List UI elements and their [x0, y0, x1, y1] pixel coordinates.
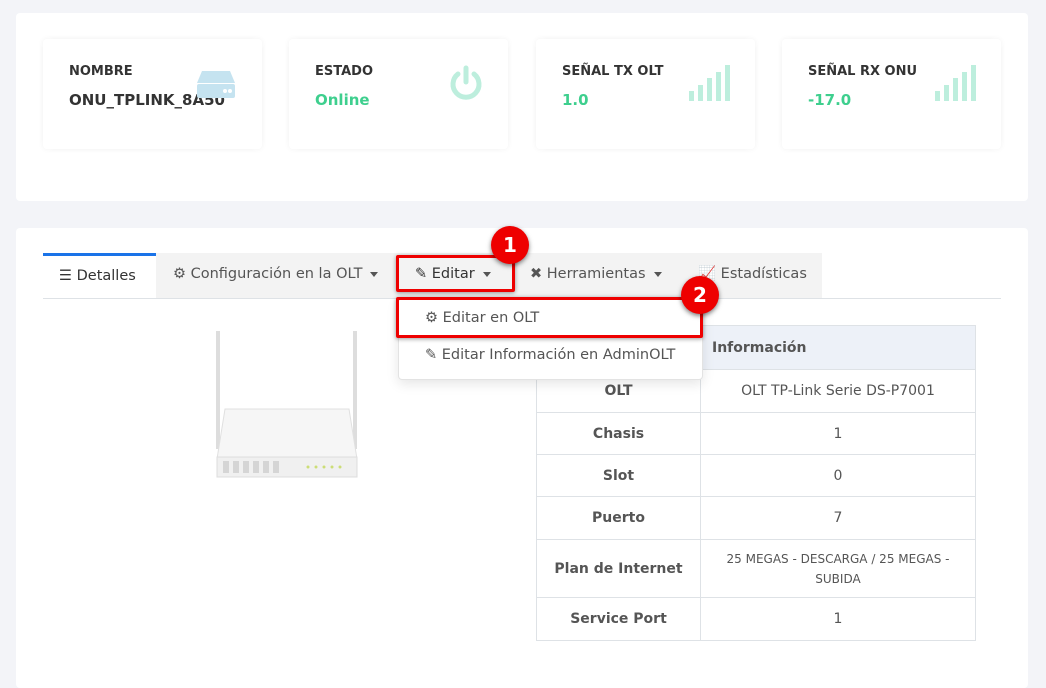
row-value: 7 [700, 496, 976, 540]
menu-item-editar-adminolt[interactable]: ✎ Editar Información en AdminOLT [425, 347, 675, 363]
menu-item-label: Editar en OLT [442, 310, 540, 326]
caret-down-icon [482, 271, 491, 277]
tab-herramientas[interactable]: ✖ Herramientas [530, 253, 662, 298]
table-row: Plan de Internet 25 MEGAS - DESCARGA / 25… [536, 539, 976, 598]
row-key: Chasis [536, 412, 701, 455]
card-tx: SEÑAL TX OLT 1.0 [536, 39, 755, 149]
card-label: NOMBRE [69, 64, 133, 79]
row-value: OLT TP-Link Serie DS-P7001 [700, 369, 976, 413]
row-value: 1 [700, 597, 976, 641]
table-row: Puerto 7 [536, 496, 976, 540]
caret-down-icon [370, 271, 379, 277]
tab-label: Herramientas [546, 266, 646, 282]
tab-label: Estadísticas [720, 266, 807, 282]
signal-icon [935, 65, 976, 101]
highlight-editar [396, 255, 515, 292]
row-key: Plan de Internet [536, 539, 701, 598]
edit-icon: ✎ [415, 266, 428, 282]
card-estado: ESTADO Online [289, 39, 508, 149]
row-key: Slot [536, 454, 701, 497]
table-header: Información [700, 325, 976, 370]
row-key: Puerto [536, 496, 701, 540]
card-value: -17.0 [808, 91, 852, 109]
tab-label: Editar [431, 266, 475, 282]
tools-icon: ✖ [530, 266, 543, 282]
card-label: SEÑAL RX ONU [808, 64, 918, 79]
card-value: ONU_TPLINK_8A50 [69, 91, 225, 109]
highlight-editar-olt [396, 297, 703, 338]
table-row: Service Port 1 [536, 597, 976, 641]
row-value: 0 [700, 454, 976, 497]
edit-icon: ✎ [425, 347, 438, 363]
row-key: Service Port [536, 597, 701, 641]
table-row: Slot 0 [536, 454, 976, 497]
menu-item-label: Editar Información en AdminOLT [441, 347, 676, 363]
step-badge-2: 2 [681, 276, 719, 314]
card-label: SEÑAL TX OLT [562, 64, 664, 79]
tab-detalles[interactable]: ☰ Detalles [43, 253, 156, 298]
row-value: 1 [700, 412, 976, 455]
power-icon [450, 65, 482, 100]
card-nombre: NOMBRE ONU_TPLINK_8A50 [43, 39, 262, 149]
card-value: Online [315, 91, 370, 109]
gears-icon: ⚙ [425, 310, 438, 326]
tab-label: Configuración en la OLT [190, 266, 363, 282]
menu-item-editar-olt[interactable]: ⚙ Editar en OLT [425, 310, 539, 326]
card-label: ESTADO [315, 64, 374, 79]
tab-label: Detalles [76, 268, 136, 284]
caret-down-icon [653, 271, 662, 277]
step-badge-1: 1 [491, 226, 529, 264]
signal-icon [689, 65, 730, 101]
list-icon: ☰ [59, 268, 72, 284]
tab-configuracion[interactable]: ⚙ Configuración en la OLT [173, 253, 379, 298]
card-rx: SEÑAL RX ONU -17.0 [782, 39, 1001, 149]
table-row: Chasis 1 [536, 412, 976, 455]
tab-editar[interactable]: ✎ Editar [415, 253, 491, 298]
server-icon [197, 71, 235, 98]
card-value: 1.0 [562, 91, 589, 109]
router-image [216, 331, 358, 478]
gear-icon: ⚙ [173, 266, 186, 282]
row-value: 25 MEGAS - DESCARGA / 25 MEGAS - SUBIDA [700, 539, 976, 598]
